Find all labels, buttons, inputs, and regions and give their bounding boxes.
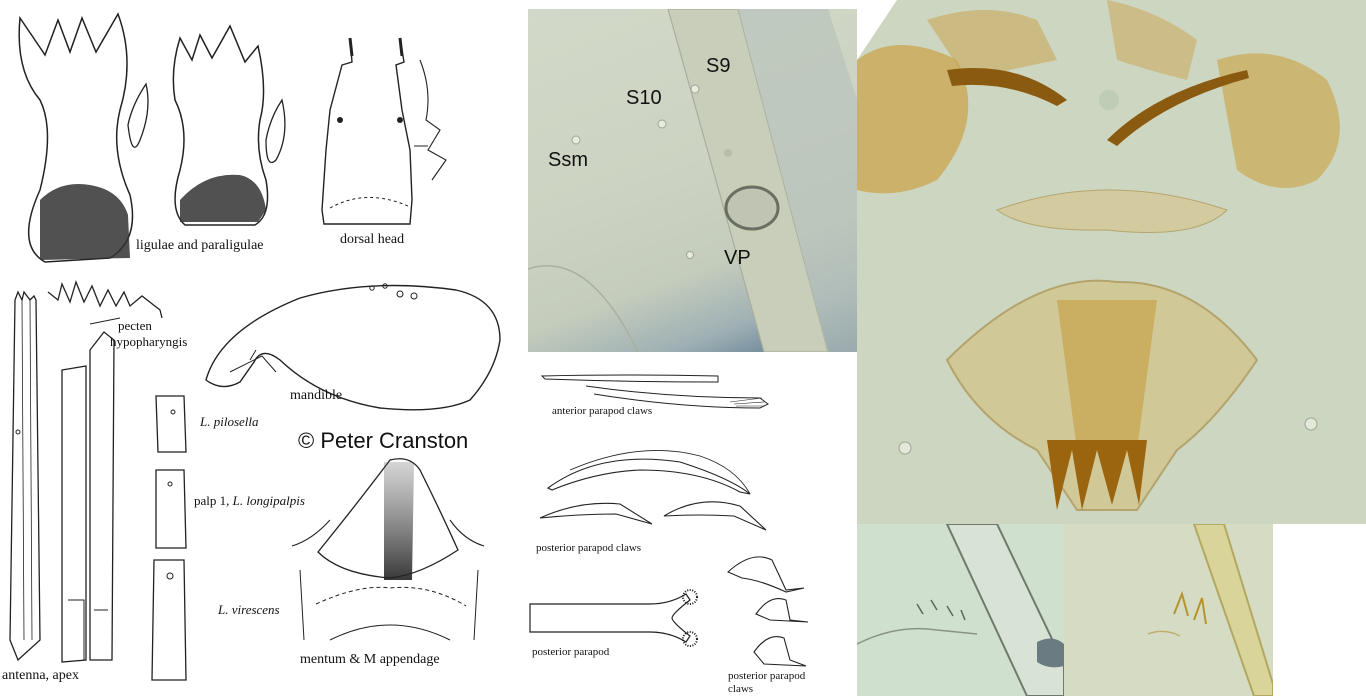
pecten-label-line2: hypopharyngis xyxy=(110,334,188,349)
pilosella-label: L. pilosella xyxy=(200,414,259,429)
label-ssm: Ssm xyxy=(548,149,588,171)
posterior-claws-label: posterior parapod claws xyxy=(536,542,642,554)
palp-segments-drawing xyxy=(151,395,187,681)
antenna-drawing xyxy=(9,290,115,663)
mentum-drawing xyxy=(291,458,485,641)
pecten-drawing xyxy=(47,280,163,325)
ligula-drawing-small xyxy=(172,24,286,226)
head-capsule-micrograph xyxy=(857,0,1366,524)
dorsal-head-drawing xyxy=(321,37,447,225)
mandible-label: mandible xyxy=(290,388,343,403)
ligula-drawing-large xyxy=(18,12,149,263)
posterior-parapod-drawing xyxy=(529,589,698,647)
mentum-label: mentum & M appendage xyxy=(300,652,440,667)
palp-label: palp 1, L. longipalpis xyxy=(194,493,305,509)
anterior-claws-label: anterior parapod claws xyxy=(552,405,653,417)
anterior-claws-drawing xyxy=(540,374,769,409)
detail-micrograph-right xyxy=(1064,524,1273,696)
posterior-claws-set-label-line1: posterior parapod xyxy=(728,670,806,682)
pecten-label-line1: pecten xyxy=(118,318,152,333)
posterior-claws-drawing xyxy=(539,449,767,531)
posterior-parapod-label: posterior parapod xyxy=(532,646,610,658)
virescens-label: L. virescens xyxy=(218,602,280,617)
detail-micrograph-left xyxy=(857,524,1064,696)
label-vp: VP xyxy=(724,247,751,269)
posterior-claws-set-label-line2: claws xyxy=(728,683,754,695)
label-s9: S9 xyxy=(706,55,731,77)
palp-label-species: L. longipalpis xyxy=(232,493,305,508)
mandible-drawing xyxy=(205,283,501,411)
palp-label-prefix: palp 1, xyxy=(194,493,233,508)
posterior-claw-set-drawing xyxy=(727,556,809,667)
dorsal-head-label: dorsal head xyxy=(340,232,405,247)
copyright-text: © Peter Cranston xyxy=(298,428,469,453)
label-s10: S10 xyxy=(626,87,662,109)
spiracle-micrograph: S9 S10 Ssm VP xyxy=(528,9,857,352)
antenna-label: antenna, apex xyxy=(2,668,79,683)
ligulae-label: ligulae and paraligulae xyxy=(136,238,264,253)
